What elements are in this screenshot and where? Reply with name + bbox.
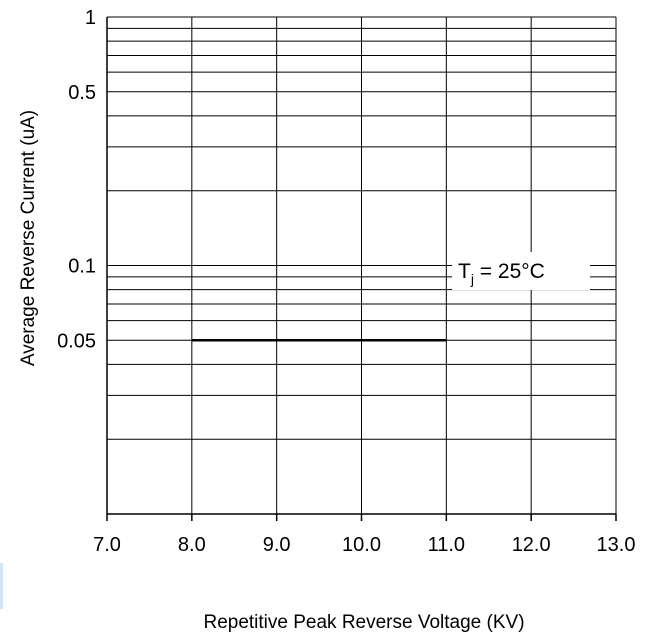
x-tick-label: 10.0 bbox=[342, 534, 381, 556]
edge-marker bbox=[0, 563, 3, 609]
junction-temp-annotation: Tj = 25°C bbox=[452, 252, 590, 290]
annotation-text: Tj = 25°C bbox=[458, 260, 545, 287]
y-tick-labels: 1 0.5 0.1 0.05 bbox=[57, 7, 96, 352]
annotation-main: T bbox=[458, 260, 471, 283]
x-tick-labels: 7.0 8.0 9.0 10.0 11.0 12.0 13.0 bbox=[93, 534, 635, 556]
x-tick-label: 11.0 bbox=[428, 534, 465, 556]
x-axis-label: Repetitive Peak Reverse Voltage (KV) bbox=[203, 612, 524, 633]
y-tick-label: 0.5 bbox=[68, 82, 96, 104]
x-tick-label: 13.0 bbox=[597, 534, 636, 556]
x-tick-label: 8.0 bbox=[178, 534, 206, 556]
plot-frame bbox=[106, 17, 617, 521]
y-tick-label: 0.1 bbox=[68, 256, 96, 278]
x-tick-label: 12.0 bbox=[512, 534, 551, 556]
y-axis-label: Average Reverse Current (uA) bbox=[18, 110, 39, 366]
annotation-subscript: j bbox=[470, 271, 474, 287]
y-tick-label: 1 bbox=[85, 7, 96, 29]
x-tick-label: 9.0 bbox=[263, 534, 291, 556]
y-tick-label: 0.05 bbox=[57, 330, 96, 352]
x-tick-label: 7.0 bbox=[93, 534, 121, 556]
annotation-rest: = 25°C bbox=[474, 260, 545, 283]
annotation-background bbox=[452, 252, 590, 290]
